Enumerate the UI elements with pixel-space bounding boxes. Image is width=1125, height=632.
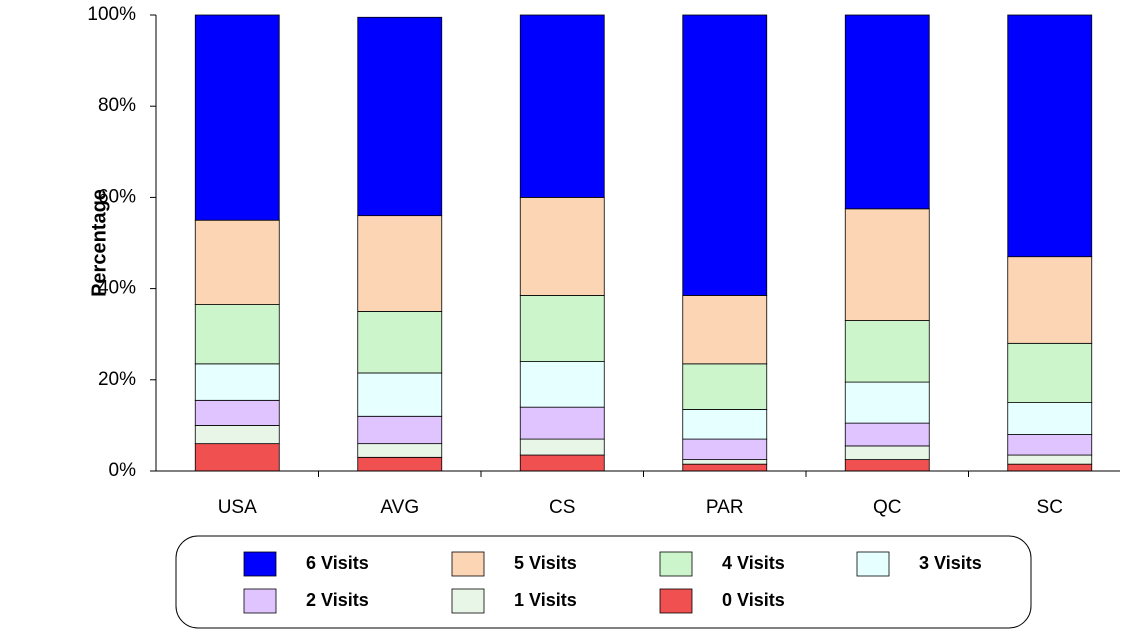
bar-segment — [519, 438, 605, 456]
bar-segment — [194, 399, 280, 426]
legend-swatch — [856, 551, 890, 577]
bar-segment — [682, 438, 768, 460]
x-tick-label: CS — [549, 497, 575, 518]
legend-box — [175, 535, 1032, 629]
legend-swatch — [451, 551, 485, 577]
bar-segment — [519, 295, 605, 362]
legend-swatch — [243, 588, 277, 614]
y-tick-label: 80% — [98, 95, 136, 116]
bar-segment — [519, 196, 605, 296]
x-tick-label: USA — [218, 497, 257, 518]
bar-segment — [519, 14, 605, 198]
bar-segment — [357, 415, 443, 445]
bar-segment — [357, 443, 443, 458]
bar-segment — [844, 422, 930, 447]
bar-segment — [194, 363, 280, 401]
y-axis-label: Percentage — [88, 189, 110, 297]
bar-segment — [357, 372, 443, 417]
legend-label: 1 Visits — [514, 590, 577, 610]
legend-label: 2 Visits — [306, 590, 369, 610]
y-tick-label: 60% — [98, 186, 136, 207]
x-tick-label: SC — [1037, 497, 1063, 518]
bar-segment — [357, 456, 443, 472]
bar-segment — [194, 219, 280, 305]
bar-segment — [844, 320, 930, 383]
bar-segment — [519, 406, 605, 440]
legend-swatch — [659, 551, 693, 577]
bar-segment — [844, 445, 930, 461]
legend-swatch — [451, 588, 485, 614]
bar-segment — [844, 381, 930, 424]
bar-segment — [357, 215, 443, 312]
bar-segment — [1007, 342, 1093, 404]
bar-segment — [519, 361, 605, 408]
bar-segment — [682, 295, 768, 365]
legend-swatch — [659, 588, 693, 614]
legend-label: 3 Visits — [919, 553, 982, 573]
bar-segment — [682, 409, 768, 440]
legend-label: 6 Visits — [306, 553, 369, 573]
x-tick-label: AVG — [380, 497, 419, 518]
y-tick-label: 20% — [98, 369, 136, 390]
y-tick-label: 0% — [109, 460, 137, 481]
legend-label: 0 Visits — [722, 590, 785, 610]
bar-segment — [194, 14, 280, 221]
bar-segment — [682, 14, 768, 296]
bar-segment — [357, 310, 443, 374]
bar-segment — [1007, 434, 1093, 456]
bar-segment — [194, 424, 280, 445]
bar-segment — [844, 14, 930, 210]
legend-label: 4 Visits — [722, 553, 785, 573]
bar-segment — [682, 463, 768, 472]
y-tick-label: 40% — [98, 278, 136, 299]
bar-segment — [194, 304, 280, 365]
bar-segment — [1007, 14, 1093, 258]
bar-segment — [519, 454, 605, 472]
x-tick-label: QC — [873, 497, 902, 518]
bar-segment — [844, 208, 930, 321]
bar-segment — [682, 363, 768, 410]
bar-segment — [844, 459, 930, 472]
legend-swatch — [243, 551, 277, 577]
bar-segment — [1007, 402, 1093, 435]
bar-segment — [357, 16, 443, 217]
bar-segment — [1007, 463, 1093, 472]
bar-segment — [1007, 454, 1093, 465]
bar-segment — [682, 459, 768, 465]
x-tick-label: PAR — [706, 497, 744, 518]
bar-segment — [1007, 256, 1093, 344]
legend-label: 5 Visits — [514, 553, 577, 573]
bar-segment — [194, 443, 280, 472]
y-tick-label: 100% — [87, 4, 136, 25]
